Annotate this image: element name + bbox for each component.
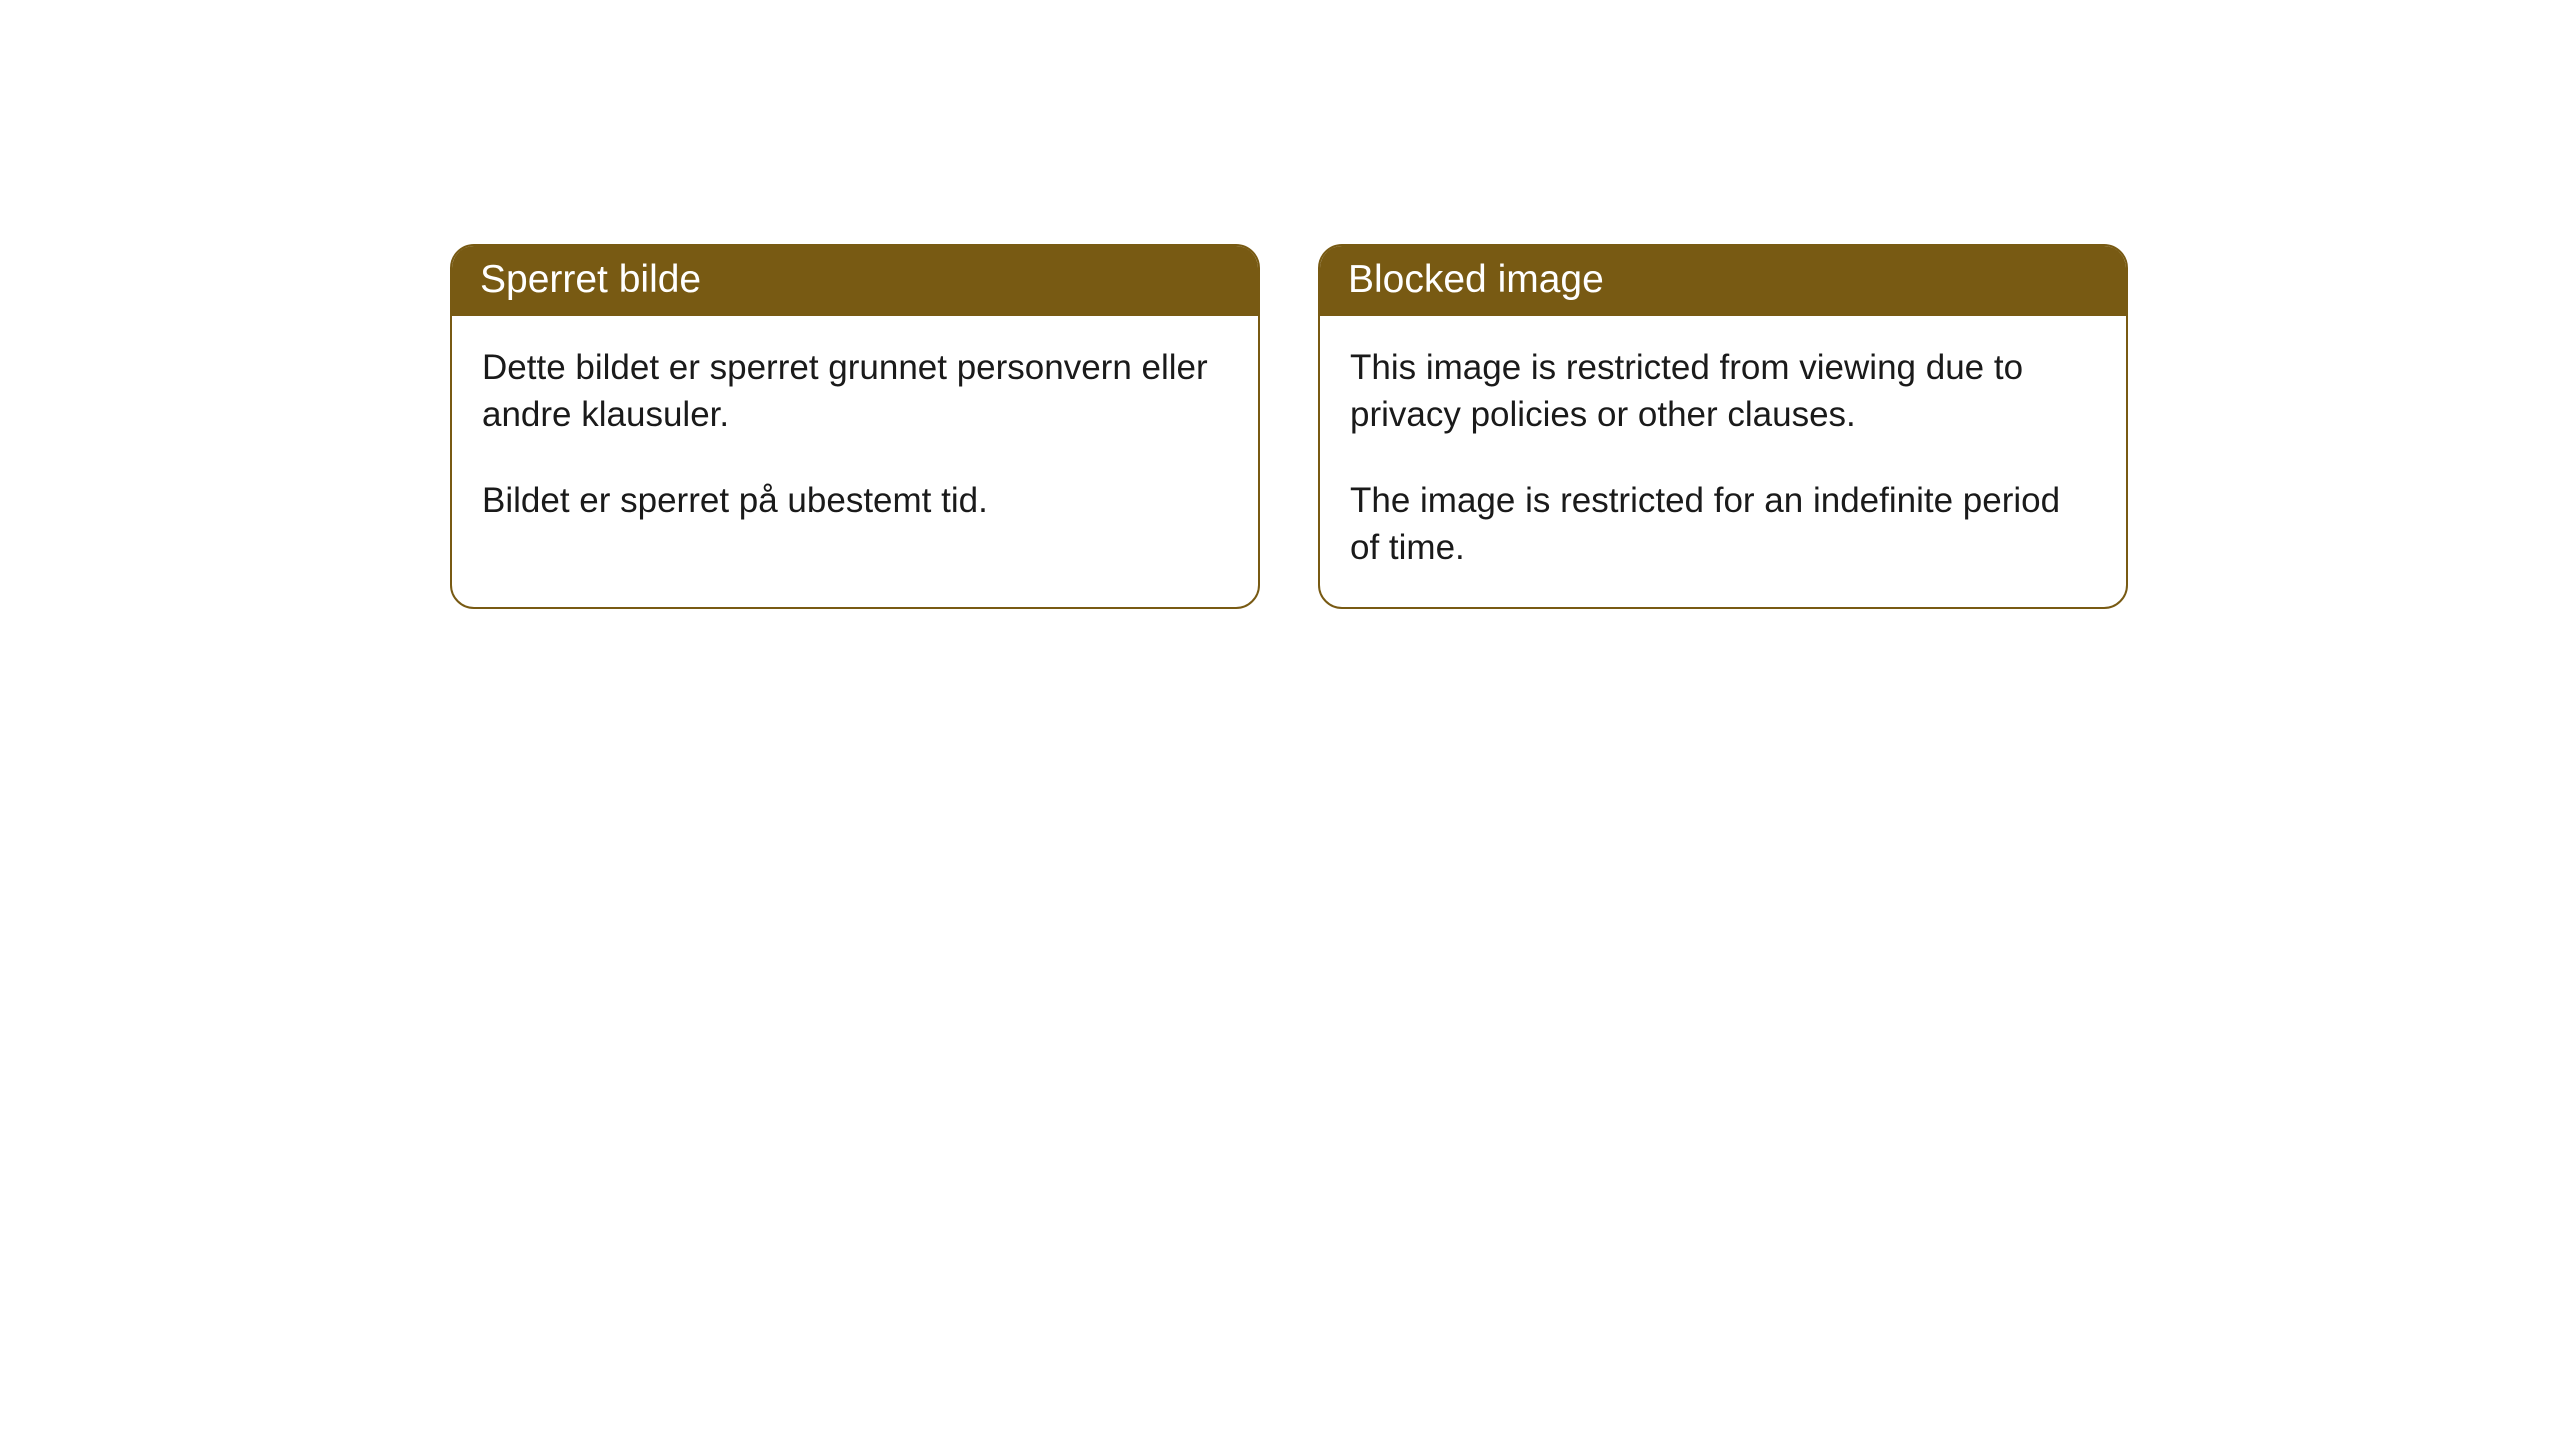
card-title: Blocked image (1348, 258, 1604, 301)
card-paragraph: Bildet er sperret på ubestemt tid. (482, 477, 1228, 524)
card-header: Sperret bilde (452, 246, 1258, 316)
notice-card-english: Blocked image This image is restricted f… (1318, 244, 2128, 609)
card-paragraph: This image is restricted from viewing du… (1350, 344, 2096, 439)
notice-cards-container: Sperret bilde Dette bildet er sperret gr… (450, 244, 2128, 609)
card-paragraph: Dette bildet er sperret grunnet personve… (482, 344, 1228, 439)
card-header: Blocked image (1320, 246, 2126, 316)
card-paragraph: The image is restricted for an indefinit… (1350, 477, 2096, 572)
card-body: Dette bildet er sperret grunnet personve… (452, 316, 1258, 560)
notice-card-norwegian: Sperret bilde Dette bildet er sperret gr… (450, 244, 1260, 609)
card-title: Sperret bilde (480, 258, 701, 301)
card-body: This image is restricted from viewing du… (1320, 316, 2126, 607)
